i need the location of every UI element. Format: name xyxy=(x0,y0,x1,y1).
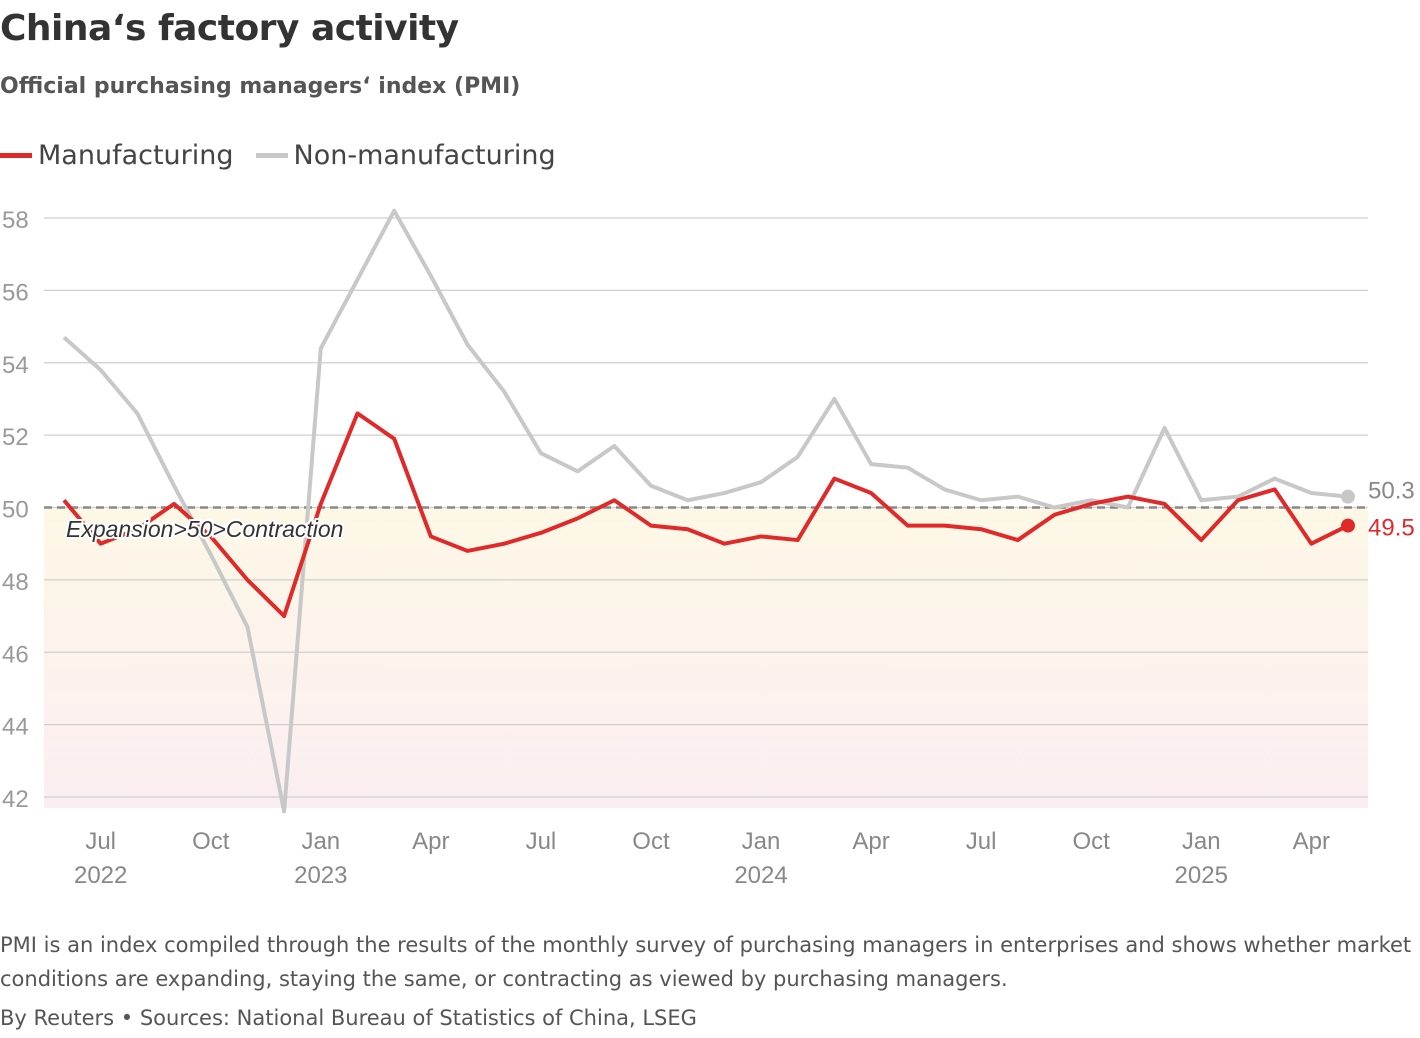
end-point-non-manufacturing xyxy=(1341,489,1355,504)
x-tick-year: 2025 xyxy=(1175,862,1228,889)
x-tick-label: Oct xyxy=(192,828,230,855)
x-tick-label: Jan xyxy=(1182,828,1221,855)
legend-label-manufacturing: Manufacturing xyxy=(38,140,234,171)
y-tick-label: 52 xyxy=(2,424,29,451)
reference-line-label: Expansion>50>Contraction xyxy=(66,516,343,542)
end-value-label: 49.5 xyxy=(1368,515,1415,542)
x-tick-label: Apr xyxy=(852,828,889,855)
x-tick-label: Jan xyxy=(742,828,781,855)
x-tick-label: Oct xyxy=(1073,828,1111,855)
source-line: By Reuters • Sources: National Bureau of… xyxy=(0,1006,697,1030)
y-tick-label: 56 xyxy=(2,279,29,306)
x-tick-label: Jul xyxy=(966,828,997,855)
series-line-non-manufacturing xyxy=(62,208,1349,814)
y-tick-label: 54 xyxy=(2,352,29,379)
y-tick-label: 46 xyxy=(2,641,29,668)
x-tick-year: 2024 xyxy=(734,862,787,889)
x-tick-year: 2022 xyxy=(74,862,127,889)
chart-subtitle: Official purchasing managers‘ index (PMI… xyxy=(0,74,521,99)
legend-label-non-manufacturing: Non-manufacturing xyxy=(293,140,556,171)
legend-swatch-non-manufacturing xyxy=(255,153,288,158)
y-tick-label: 42 xyxy=(2,786,29,813)
legend: Manufacturing Non-manufacturing xyxy=(0,140,578,171)
legend-swatch-manufacturing xyxy=(0,153,32,158)
x-tick-label: Apr xyxy=(1293,828,1330,855)
y-tick-label: 48 xyxy=(2,569,29,596)
x-tick-label: Jul xyxy=(85,828,116,855)
x-tick-label: Apr xyxy=(412,828,449,855)
footnote: PMI is an index compiled through the res… xyxy=(0,933,1412,991)
y-tick-label: 44 xyxy=(2,714,29,741)
y-tick-label: 50 xyxy=(2,497,29,524)
x-tick-label: Jul xyxy=(526,828,557,855)
y-tick-label: 58 xyxy=(2,207,29,234)
end-value-label: 50.3 xyxy=(1368,478,1415,505)
end-point-manufacturing xyxy=(1341,518,1355,533)
contraction-shading xyxy=(44,507,1368,808)
chart-title: China‘s factory activity xyxy=(0,8,459,49)
series-line-manufacturing xyxy=(62,411,1349,619)
x-tick-label: Oct xyxy=(632,828,670,855)
x-tick-year: 2023 xyxy=(294,862,347,889)
x-tick-label: Jan xyxy=(301,828,340,855)
